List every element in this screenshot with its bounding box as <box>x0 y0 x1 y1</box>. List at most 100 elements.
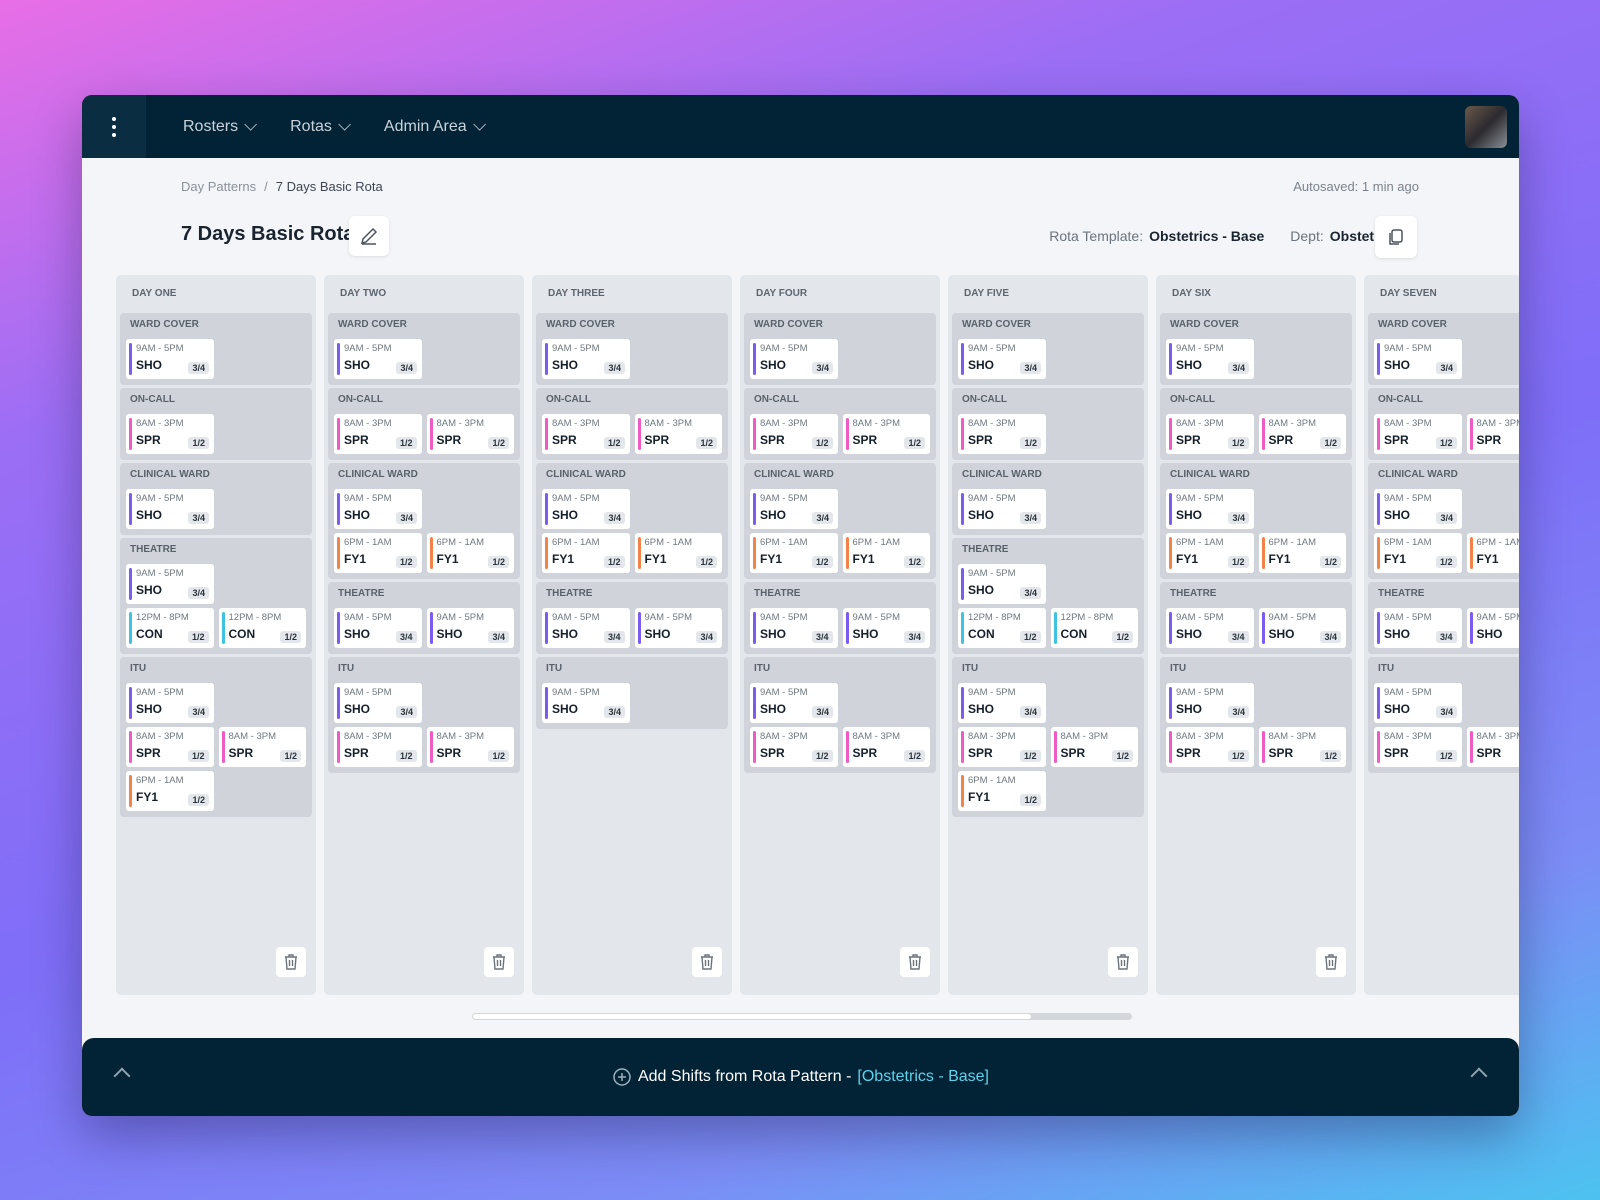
menu-button[interactable] <box>82 95 146 158</box>
delete-button[interactable] <box>484 947 514 977</box>
delete-button[interactable] <box>1108 947 1138 977</box>
nav-item[interactable]: Admin Area <box>384 118 486 136</box>
shift-card[interactable]: 12PM - 8PM CON 1/2 <box>218 608 306 648</box>
pattern-link[interactable]: [Obstetrics - Base] <box>857 1068 989 1085</box>
collapse-arrow[interactable] <box>113 1067 131 1085</box>
edit-button[interactable] <box>349 216 389 256</box>
avatar[interactable] <box>1465 106 1507 148</box>
shift-card[interactable]: 12PM - 8PM CON 1/2 <box>958 608 1046 648</box>
delete-button[interactable] <box>692 947 722 977</box>
nav-item[interactable]: Rosters <box>183 118 258 136</box>
shift-time: 8AM - 3PM <box>344 731 392 742</box>
nav-item[interactable]: Rotas <box>290 118 351 136</box>
shift-role: SHO <box>968 583 995 597</box>
shift-count: 3/4 <box>1436 706 1457 718</box>
section: CLINICAL WARD 9AM - 5PM SHO 3/4 6PM - 1AM FY1… <box>1160 463 1352 579</box>
expand-arrow[interactable] <box>1470 1067 1488 1085</box>
breadcrumb-link[interactable]: Day Patterns <box>181 179 257 194</box>
section-name: ON-CALL <box>1170 394 1215 405</box>
delete-button[interactable] <box>900 947 930 977</box>
day-name: DAY FIVE <box>964 288 1010 299</box>
shift-time: 8AM - 3PM <box>1476 418 1520 429</box>
copy-button[interactable] <box>1375 216 1417 258</box>
delete-button[interactable] <box>1316 947 1346 977</box>
shift-card[interactable]: 12PM - 8PM CON 1/2 <box>1050 608 1138 648</box>
shift-count: 3/4 <box>1436 362 1457 374</box>
add-shifts-text[interactable]: Add Shifts from Rota Pattern - <box>637 1068 852 1085</box>
shift-card[interactable]: 12PM - 8PM CON 1/2 <box>126 608 214 648</box>
delete-button[interactable] <box>276 947 306 977</box>
scrollbar[interactable] <box>472 1013 1132 1020</box>
